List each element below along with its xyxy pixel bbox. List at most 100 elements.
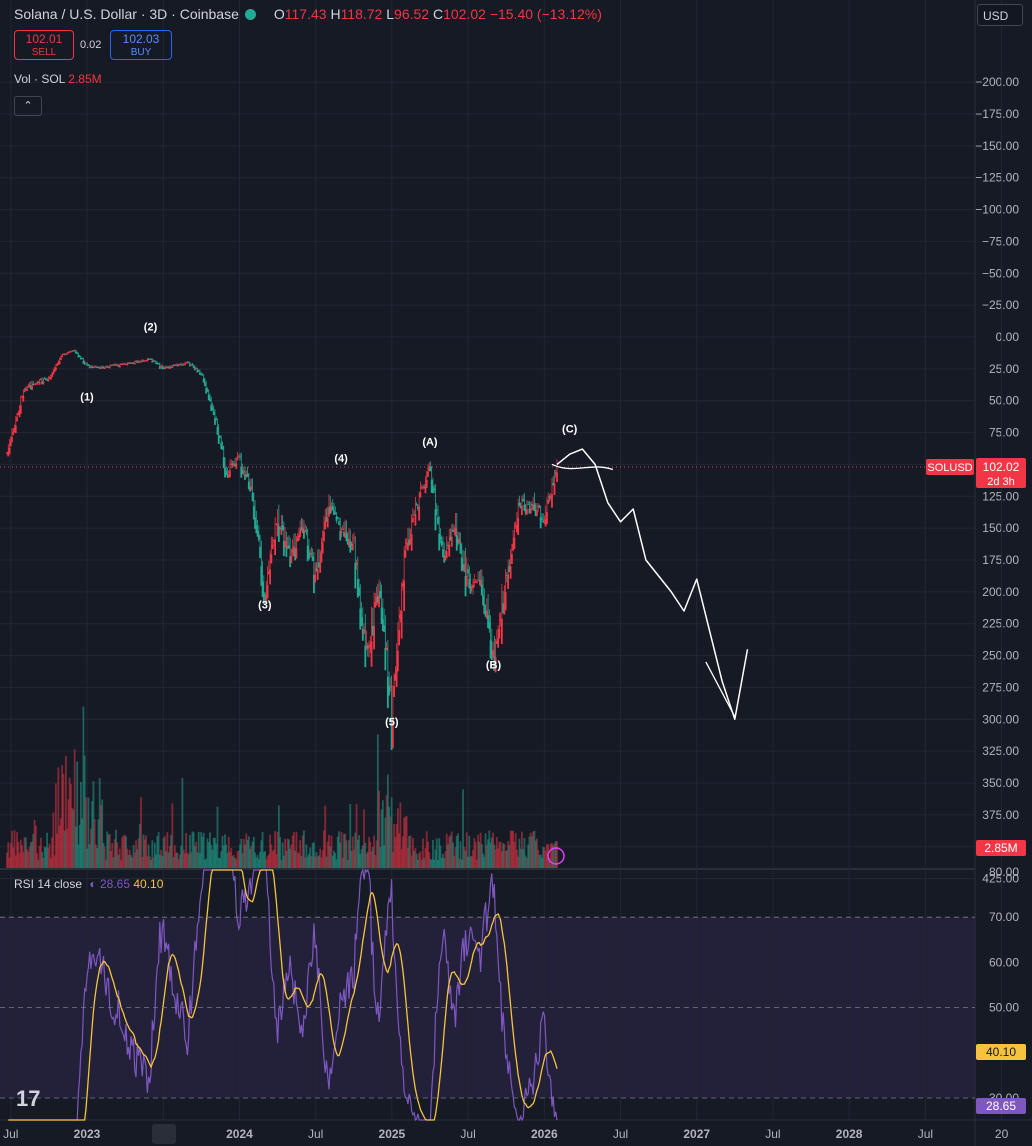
volume-bar — [140, 797, 142, 868]
volume-bar — [336, 836, 339, 868]
volume-bar — [138, 823, 141, 868]
volume-bar — [437, 859, 439, 868]
candle — [354, 562, 357, 589]
collapse-legend-button[interactable]: ⌃ — [14, 96, 42, 116]
y-tick-label: 200.00 — [982, 585, 1019, 599]
volume-bar — [514, 833, 517, 868]
volume-bar — [86, 848, 89, 868]
candle — [346, 539, 349, 545]
rsi-legend[interactable]: RSI 14 close ◐ 28.65 40.10 — [14, 877, 164, 891]
wave-label: (1) — [80, 392, 94, 404]
candle — [401, 583, 404, 587]
volume-bar — [502, 843, 505, 868]
currency-select[interactable]: USD — [977, 4, 1023, 26]
candle — [400, 611, 403, 639]
candle — [125, 363, 127, 365]
candle — [444, 555, 447, 561]
candle — [541, 518, 543, 520]
volume-bar — [133, 852, 136, 868]
y-tick-label: 425.00 — [982, 872, 1019, 886]
volume-bar — [137, 838, 140, 868]
volume-bar — [135, 840, 137, 868]
volume-bar — [457, 833, 459, 868]
candle — [153, 360, 156, 362]
volume-bar — [44, 847, 47, 868]
volume-bar — [143, 839, 146, 868]
volume-bar — [34, 825, 37, 868]
volume-bar — [469, 856, 472, 868]
volume-bar — [492, 832, 494, 868]
volume-bar — [549, 843, 552, 868]
candle — [292, 546, 295, 557]
volume-bar — [265, 859, 268, 868]
symbol-title[interactable]: Solana / U.S. Dollar · 3D · Coinbase — [14, 6, 239, 22]
volume-bar — [96, 848, 99, 868]
volume-bar — [251, 841, 254, 868]
candle — [152, 360, 155, 362]
volume-bar — [339, 842, 342, 868]
candle — [113, 364, 116, 366]
volume-bar — [266, 855, 269, 868]
candle — [200, 373, 203, 376]
candle — [95, 366, 97, 368]
candle — [132, 362, 135, 364]
volume-bar — [21, 845, 23, 868]
candle — [176, 365, 179, 367]
candle — [409, 539, 412, 545]
volume-bar — [440, 858, 443, 868]
volume-bar — [237, 850, 240, 868]
volume-bar — [254, 852, 256, 868]
volume-bar — [298, 853, 300, 868]
volume-bar — [267, 854, 270, 868]
candle — [303, 530, 305, 539]
tradingview-logo: 17 — [16, 1086, 41, 1111]
candle — [552, 483, 555, 486]
candle — [350, 543, 353, 546]
volume-bar — [405, 816, 408, 868]
candle — [475, 581, 478, 584]
last-price-badge — [976, 458, 1026, 488]
candle — [499, 618, 502, 620]
volume-bar — [221, 835, 224, 868]
volume-bar — [29, 842, 32, 868]
volume-bar — [551, 843, 553, 868]
candle — [227, 474, 230, 478]
volume-bar — [192, 832, 195, 868]
volume-legend[interactable]: Vol · SOL 2.85M — [14, 72, 102, 86]
volume-bar — [81, 818, 84, 868]
candle — [477, 579, 479, 581]
volume-bar — [207, 842, 210, 868]
candle — [91, 366, 94, 369]
volume-bar — [294, 850, 297, 868]
buy-button[interactable]: 102.03 BUY — [110, 30, 172, 60]
candle — [483, 604, 486, 615]
candle — [122, 363, 125, 365]
candle — [120, 364, 122, 366]
candle — [423, 486, 426, 488]
volume-bar — [272, 849, 275, 868]
sell-button[interactable]: 102.01 SELL — [14, 30, 74, 60]
volume-bar — [63, 830, 66, 868]
rsi-settings-icon[interactable]: ◐ — [89, 877, 97, 891]
candle — [415, 504, 418, 506]
candle — [133, 362, 136, 365]
volume-bar — [424, 848, 427, 868]
volume-bar — [494, 849, 497, 868]
candle — [533, 504, 536, 512]
candle — [165, 367, 168, 369]
volume-bar — [239, 844, 241, 868]
volume-bar — [300, 856, 303, 868]
volume-bar — [410, 855, 413, 868]
candle — [514, 526, 517, 528]
x-tick-label: Jul — [765, 1127, 780, 1141]
volume-bar — [269, 834, 271, 868]
volume-bar — [23, 837, 26, 868]
volume-bar — [358, 835, 360, 868]
volume-bar — [409, 835, 412, 868]
candle — [333, 510, 335, 516]
candle — [39, 379, 42, 381]
candle — [100, 367, 102, 370]
candle — [52, 372, 55, 375]
candle — [76, 352, 79, 355]
